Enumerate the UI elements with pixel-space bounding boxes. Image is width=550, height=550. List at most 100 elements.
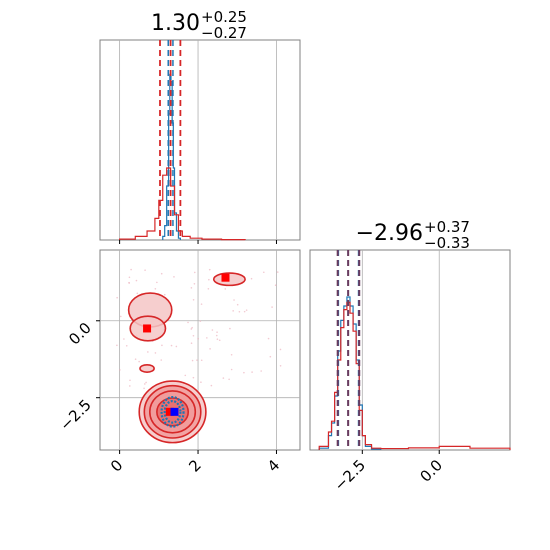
hist1-red-series [119,167,246,241]
scatter-point-11 [276,271,279,273]
blue-contour-1 [163,399,182,424]
scatter-point-46 [215,334,218,337]
hist2-frame [309,249,511,451]
scatter-point-74 [128,281,130,284]
scatter-point-40 [210,384,213,387]
scatter-point-28 [123,338,125,340]
blue-contour-0 [160,395,185,428]
scatter-point-67 [184,374,187,377]
title-param2-sub: −0.33 [424,234,470,252]
scatter-point-44 [160,272,163,275]
scatter-point-8 [230,368,233,371]
red-marker-1 [143,324,152,333]
scatter-point-18 [209,348,211,350]
scatter-point-72 [238,310,241,313]
scatter-point-39 [243,310,246,313]
scatter-point-84 [193,271,196,274]
scatter-xtick-label-1: 2 [185,456,204,475]
scatter-point-43 [233,299,235,301]
scatter-point-37 [262,271,265,274]
scatter-point-89 [224,288,227,290]
scatter-point-75 [129,379,131,382]
scatter-point-73 [161,344,163,347]
scatter-point-35 [243,371,245,374]
scatter-point-62 [125,344,128,347]
scatter-point-16 [144,269,146,271]
scatter-point-82 [229,327,231,330]
scatter-point-38 [274,284,277,287]
scatter-point-51 [269,355,272,358]
scatter-point-17 [191,359,194,362]
scatter-point-15 [230,353,233,356]
scatter-point-29 [232,310,234,312]
scatter-point-56 [143,383,146,385]
scatter-point-14 [187,321,189,324]
scatter-point-9 [211,329,214,331]
scatter-point-21 [128,276,131,279]
scatter-point-81 [135,279,138,282]
scatter-point-5 [163,293,166,296]
title-param1-sup: +0.25 [201,8,247,26]
hist2-xtick-label-1: 0.0 [416,456,446,486]
histogram-param1-panel [99,39,301,244]
scatter-point-87 [250,277,253,280]
hist1-frame [99,39,301,241]
scatter-point-55 [154,287,157,290]
scatter-point-68 [197,337,199,340]
scatter-point-30 [279,348,282,351]
scatter-point-23 [196,359,198,361]
scatter-point-71 [173,276,175,278]
blue-marker [170,407,179,416]
red-marker-0 [165,407,174,416]
scatter-ytick-label-0: 0.0 [65,319,95,349]
scatter-2d-panel: 0 2 4 0.0 −2.5 [56,249,301,476]
scatter-point-85 [267,337,270,340]
scatter-point-64 [251,371,253,373]
scatter-point-4 [216,338,219,340]
scatter-point-27 [192,376,195,379]
scatter-point-41 [170,344,173,347]
scatter-point-6 [228,378,230,381]
hist2-red-series [318,301,511,450]
title-param1-sub: −0.27 [201,24,247,42]
scatter-point-76 [147,351,149,353]
scatter-point-31 [190,328,193,330]
scatter-point-50 [136,292,139,295]
scatter-point-26 [138,360,140,363]
scatter-point-52 [119,369,121,371]
red-marker-2 [221,273,230,282]
scatter-point-80 [206,337,208,339]
scatter-point-47 [130,268,132,271]
scatter-point-34 [160,359,163,361]
red-contour-4-0 [139,363,155,373]
scatter-point-79 [208,278,210,281]
scatter-point-2 [191,326,193,329]
histogram-param2-panel: −2.5 0.0 [309,249,511,495]
scatter-point-63 [154,352,157,354]
scatter-point-78 [190,342,193,344]
scatter-point-83 [271,306,273,308]
title-param2-sup: +0.37 [424,218,470,236]
scatter-point-48 [193,282,196,285]
scatter-point-7 [200,359,203,362]
scatter-point-22 [156,281,158,284]
scatter-xtick-label-0: 0 [107,456,126,475]
title-param2: −2.96 [356,221,423,246]
title-param2-main: −2.96 [356,221,423,246]
scatter-point-59 [260,370,262,372]
scatter-point-57 [129,385,131,387]
scatter-point-77 [119,315,122,318]
scatter-point-24 [218,339,221,342]
scatter-point-86 [200,303,203,305]
scatter-point-69 [116,296,118,299]
scatter-point-49 [216,331,218,333]
title-param1: 1.30 [151,11,200,36]
hist1-blue-series [162,73,181,240]
scatter-point-10 [145,381,147,384]
scatter-xtick-label-2: 4 [264,456,283,475]
scatter-point-0 [199,320,202,322]
scatter-point-25 [245,309,248,311]
scatter-point-60 [200,381,202,384]
scatter-point-32 [190,287,193,289]
